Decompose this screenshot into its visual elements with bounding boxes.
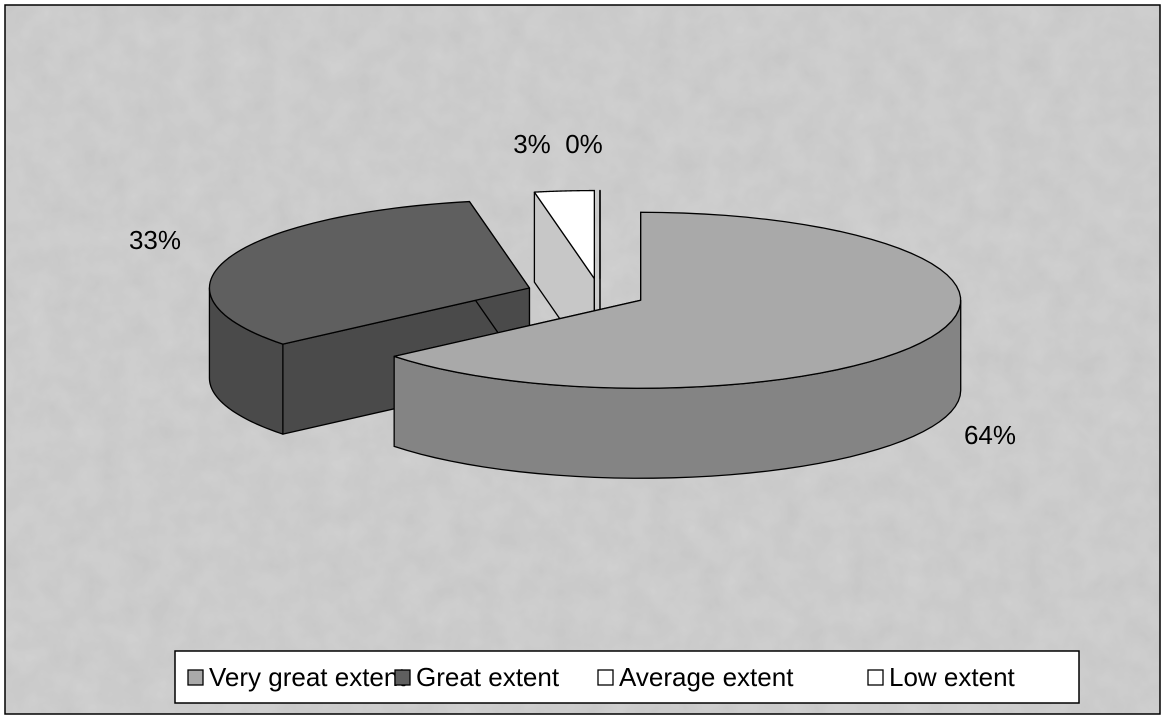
data-label: 33%	[129, 225, 181, 255]
legend-swatch	[867, 669, 884, 686]
data-label: 0%	[565, 129, 603, 159]
legend-swatch	[187, 669, 204, 686]
slice	[208, 200, 531, 345]
legend-label: Great extent	[416, 662, 560, 692]
data-label: 64%	[964, 420, 1016, 450]
legend-box	[174, 650, 1080, 704]
legend-swatch	[597, 669, 614, 686]
data-label: 3%	[513, 129, 551, 159]
pie: 64% 33% 3% 0%	[129, 129, 1016, 479]
slice	[393, 211, 962, 389]
legend-swatch	[394, 669, 411, 686]
legend: Very great extent Great extent Average ext…	[187, 662, 1016, 692]
legend-label: Low extent	[889, 662, 1016, 692]
legend-label: Very great extent	[209, 662, 406, 692]
slice	[533, 189, 596, 280]
legend-label: Average extent	[619, 662, 794, 692]
